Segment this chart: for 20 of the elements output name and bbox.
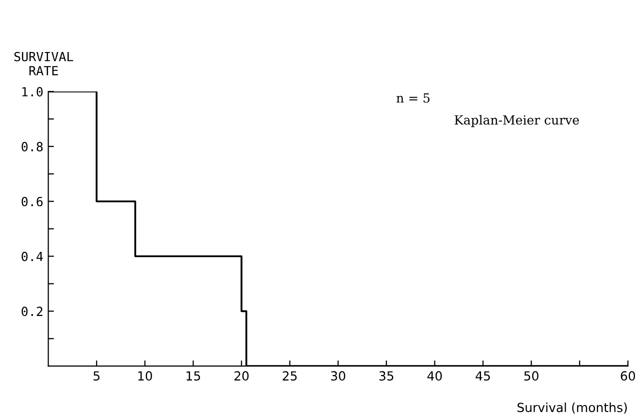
annotation: n = 5 [396, 93, 430, 103]
x-tick-label: 15 [186, 371, 200, 381]
x-tick-label: 40 [427, 371, 442, 381]
x-tick-label: 20 [234, 371, 249, 381]
x-tick-label: 25 [282, 371, 297, 381]
annotation: Kaplan-Meier curve [454, 114, 579, 128]
y-tick-label: 0.6 [22, 196, 43, 206]
x-tick-label: 60 [620, 371, 636, 381]
x-tick-label: 35 [379, 371, 394, 381]
x-tick-label: 50 [524, 371, 538, 381]
y-tick-label: 0.4 [22, 252, 43, 262]
x-axis-title: Survival (months) [518, 402, 627, 414]
y-axis-title: SURVIVAL RATE [14, 52, 74, 76]
x-tick-label: 5 [94, 371, 100, 381]
y-tick-label: 0.2 [22, 306, 42, 316]
y-tick-label: 1.0 [22, 87, 43, 96]
y-tick-label: 0.8 [22, 142, 43, 152]
x-tick-label: 10 [138, 371, 152, 381]
x-tick-label: 30 [331, 371, 346, 381]
x-tick-label: 45 [476, 371, 490, 381]
